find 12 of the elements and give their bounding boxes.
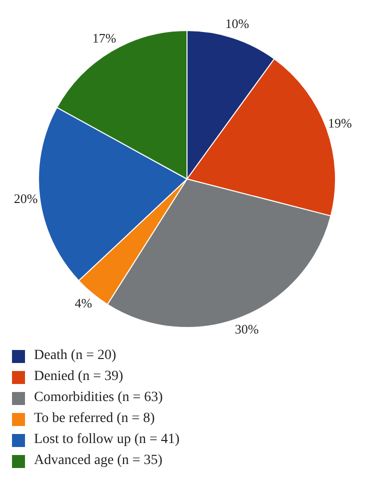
data-label: 10% — [225, 16, 250, 31]
data-label: 4% — [74, 296, 92, 311]
data-label: 20% — [14, 190, 38, 206]
legend-label: Comorbidities (n = 63) — [34, 390, 163, 406]
data-label: 17% — [92, 30, 116, 46]
data-label: 30% — [234, 322, 259, 337]
legend-label: Death (n = 20) — [34, 348, 116, 364]
legend-label: Advanced age (n = 35) — [34, 453, 162, 469]
legend-label: Lost to follow up (n = 41) — [34, 432, 180, 448]
legend-label: To be referred (n = 8) — [34, 411, 155, 427]
legend-label: Denied (n = 39) — [34, 369, 124, 385]
data-label: 19% — [328, 115, 352, 130]
